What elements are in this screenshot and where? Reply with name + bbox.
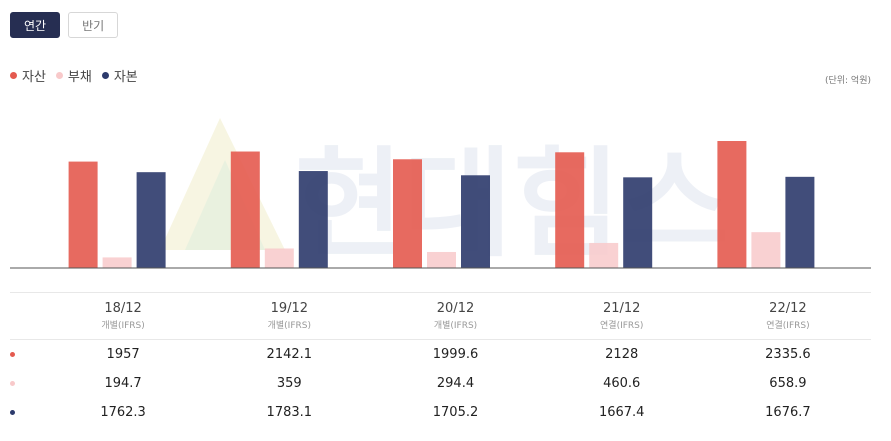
legend-item-equity[interactable]: 자본 [101, 66, 138, 85]
bar-liabilities-19-12[interactable] [264, 248, 294, 268]
row-marker [10, 352, 40, 357]
period-label: 18/12 [104, 301, 142, 316]
bar-assets-18-12[interactable] [68, 161, 98, 268]
row-marker [10, 410, 40, 415]
bars-group [68, 141, 815, 268]
unit-label: (단위: 억원) [824, 76, 871, 86]
row-dot-equity [10, 410, 15, 415]
header-cell: 20/12 개별(IFRS) [372, 301, 538, 331]
tab-half-year[interactable]: 반기 [68, 12, 119, 38]
bar-equity-18-12[interactable] [136, 172, 166, 268]
table-row-assets: 1957 2142.1 1999.6 2128 2335.6 [10, 340, 871, 369]
table-header-row: 18/12 개별(IFRS) 19/12 개별(IFRS) 20/12 개별(I… [10, 292, 871, 340]
table-cell: 1783.1 [266, 405, 313, 420]
legend-dot-liabilities [55, 72, 63, 79]
tab-annual[interactable]: 연간 [10, 12, 61, 38]
bar-liabilities-18-12[interactable] [102, 257, 132, 268]
row-marker [10, 381, 40, 386]
basis-label: 개별(IFRS) [101, 321, 145, 331]
period-label: 20/12 [436, 301, 475, 316]
period-label: 22/12 [769, 301, 807, 316]
legend-dot-assets [10, 72, 17, 79]
legend-label-equity: 자본 [113, 70, 138, 85]
table-cell: 194.7 [104, 376, 142, 391]
table-cell: 1667.4 [598, 405, 645, 420]
table-row-equity: 1762.3 1783.1 1705.2 1667.4 1676.7 [10, 398, 871, 427]
table-cell: 1676.7 [765, 405, 811, 420]
bar-assets-20-12[interactable] [393, 159, 422, 268]
row-dot-assets [10, 352, 15, 357]
table-cell: 1999.6 [432, 347, 479, 362]
table-cell: 359 [276, 376, 302, 391]
bar-chart: 현대힘스 [10, 118, 871, 273]
bar-equity-21-12[interactable] [623, 177, 653, 268]
bar-assets-22-12[interactable] [717, 141, 747, 268]
bar-liabilities-22-12[interactable] [751, 232, 781, 268]
table-cell: 2335.6 [765, 347, 811, 362]
bar-equity-22-12[interactable] [785, 176, 815, 268]
basis-label: 개별(IFRS) [267, 321, 311, 331]
header-cell: 18/12 개별(IFRS) [40, 301, 206, 331]
legend-item-assets[interactable]: 자산 [10, 66, 46, 85]
header-cell: 21/12 연결(IFRS) [539, 301, 705, 331]
row-dot-liabilities [10, 381, 15, 386]
legend-dot-equity [101, 72, 109, 79]
legend-item-liabilities[interactable]: 부채 [55, 66, 92, 85]
bar-liabilities-20-12[interactable] [427, 251, 456, 268]
chart-legend: 자산 부채 자본 [10, 66, 138, 85]
header-cell: 19/12 개별(IFRS) [206, 301, 372, 331]
table-cell: 460.6 [603, 376, 641, 391]
bar-equity-20-12[interactable] [461, 175, 490, 268]
table-cell: 1957 [106, 347, 140, 362]
basis-label: 개별(IFRS) [433, 321, 478, 331]
period-label: 21/12 [602, 301, 641, 316]
table-cell: 1762.3 [100, 405, 146, 420]
table-cell: 1705.2 [432, 405, 479, 420]
table-cell: 2142.1 [266, 347, 313, 362]
watermark-text: 현대힘스 [295, 135, 729, 273]
header-cell: 22/12 연결(IFRS) [705, 301, 871, 331]
basis-label: 연결(IFRS) [600, 321, 644, 331]
period-tabs: 연간 반기 [10, 12, 119, 38]
basis-label: 연결(IFRS) [766, 321, 810, 331]
bar-assets-21-12[interactable] [555, 152, 585, 268]
legend-label-assets: 자산 [22, 70, 46, 85]
bar-liabilities-21-12[interactable] [589, 242, 619, 268]
table-cell: 658.9 [769, 376, 807, 391]
table-cell: 2128 [605, 347, 639, 362]
period-label: 19/12 [270, 301, 309, 316]
data-table: 18/12 개별(IFRS) 19/12 개별(IFRS) 20/12 개별(I… [10, 292, 871, 427]
table-cell: 294.4 [436, 376, 475, 391]
bar-equity-19-12[interactable] [298, 171, 328, 268]
bar-assets-19-12[interactable] [230, 151, 260, 268]
legend-label-liabilities: 부채 [67, 70, 92, 85]
table-row-liabilities: 194.7 359 294.4 460.6 658.9 [10, 369, 871, 398]
